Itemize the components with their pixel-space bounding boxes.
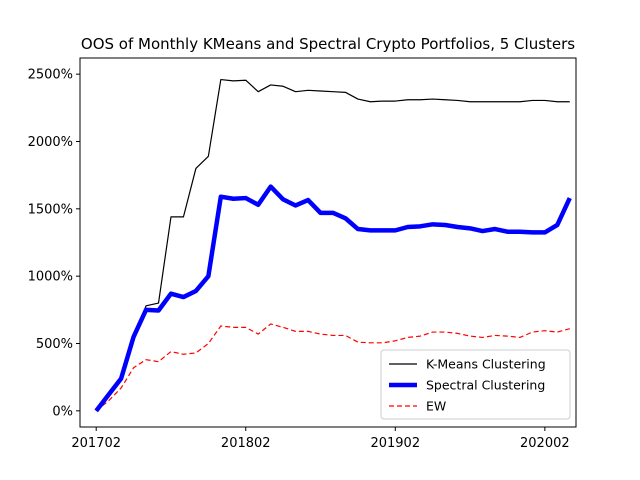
y-tick-label: 1000% — [28, 270, 73, 285]
x-tick-label: 201802 — [221, 436, 271, 451]
y-tick-label: 2500% — [28, 68, 73, 83]
x-tick-label: 202002 — [520, 436, 570, 451]
y-tick-label: 1500% — [28, 202, 73, 217]
legend-label: Spectral Clustering — [426, 378, 545, 393]
chart-title: OOS of Monthly KMeans and Spectral Crypt… — [81, 35, 575, 53]
x-tick-label: 201902 — [370, 436, 420, 451]
series-line-spectral-clustering — [94, 184, 572, 413]
x-axis: 201702 201802 201902 202002 — [71, 427, 570, 451]
plot-area — [79, 57, 577, 428]
series-line-ew — [95, 323, 570, 412]
y-tick-label: 2000% — [28, 135, 73, 150]
y-tick-label: 500% — [36, 337, 73, 352]
y-axis: 0% 500% 1000% 1500% 2000% 2500% — [28, 68, 80, 419]
legend-box — [380, 349, 571, 420]
series-layer — [94, 78, 572, 413]
series-line-k-means-clustering — [95, 78, 570, 412]
y-tick-label: 0% — [52, 404, 73, 419]
legend-label: K-Means Clustering — [426, 357, 546, 372]
legend: K-Means Clustering Spectral Clustering EW — [380, 349, 571, 420]
legend-label: EW — [426, 399, 446, 414]
x-tick-label: 201702 — [71, 436, 121, 451]
